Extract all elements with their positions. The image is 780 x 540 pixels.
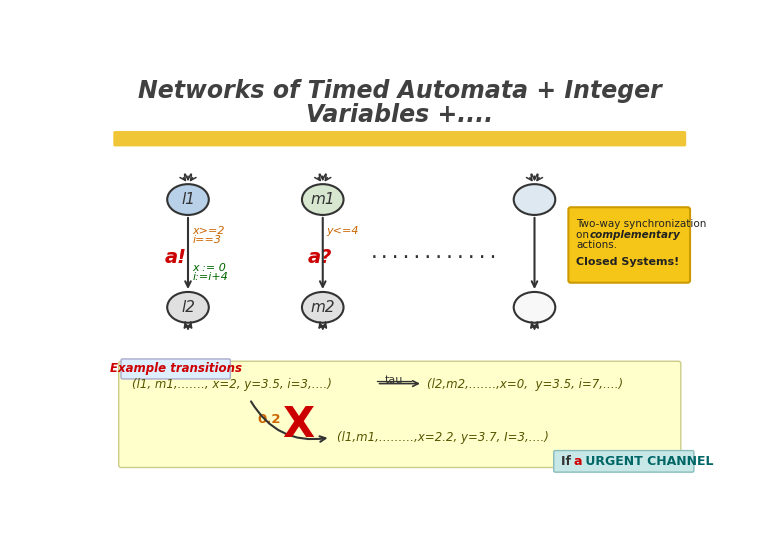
Text: x := 0: x := 0	[193, 262, 226, 273]
Text: Two-way synchronization: Two-way synchronization	[576, 219, 707, 229]
Ellipse shape	[514, 292, 555, 323]
Text: m2: m2	[310, 300, 335, 315]
FancyBboxPatch shape	[569, 207, 690, 283]
Text: URGENT CHANNEL: URGENT CHANNEL	[580, 455, 713, 468]
Ellipse shape	[514, 184, 555, 215]
FancyBboxPatch shape	[554, 450, 694, 472]
Text: Variables +....: Variables +....	[306, 103, 494, 127]
Text: 0.2: 0.2	[257, 413, 281, 426]
Text: X: X	[282, 404, 314, 446]
Text: y<=4: y<=4	[327, 226, 359, 236]
FancyBboxPatch shape	[119, 361, 681, 468]
Text: (l1, m1,……., x=2, y=3.5, i=3,….): (l1, m1,……., x=2, y=3.5, i=3,….)	[132, 378, 332, 391]
FancyBboxPatch shape	[113, 131, 686, 146]
Text: l1: l1	[181, 192, 195, 207]
Text: a!: a!	[165, 248, 187, 267]
Text: tau: tau	[385, 375, 402, 385]
Text: If: If	[562, 455, 576, 468]
Text: x>=2: x>=2	[193, 226, 225, 236]
Text: a?: a?	[307, 248, 332, 267]
Text: Example transitions: Example transitions	[110, 362, 242, 375]
Text: l2: l2	[181, 300, 195, 315]
Ellipse shape	[167, 184, 209, 215]
Ellipse shape	[302, 184, 343, 215]
Text: i:=i+4: i:=i+4	[193, 272, 229, 282]
Text: a: a	[574, 455, 583, 468]
Ellipse shape	[302, 292, 343, 323]
Text: Networks of Timed Automata + Integer: Networks of Timed Automata + Integer	[138, 79, 661, 103]
Text: (l1,m1,………,x=2.2, y=3.7, I=3,….): (l1,m1,………,x=2.2, y=3.7, I=3,….)	[337, 431, 548, 444]
Ellipse shape	[167, 292, 209, 323]
Text: on: on	[576, 230, 592, 240]
Text: complementary: complementary	[590, 230, 681, 240]
Text: actions.: actions.	[576, 240, 617, 251]
Text: ............: ............	[369, 245, 500, 262]
Text: i==3: i==3	[193, 235, 222, 245]
Text: (l2,m2,…….,x=0,  y=3.5, i=7,….): (l2,m2,…….,x=0, y=3.5, i=7,….)	[427, 378, 622, 391]
FancyBboxPatch shape	[121, 359, 230, 379]
Text: Closed Systems!: Closed Systems!	[576, 257, 679, 267]
Text: m1: m1	[310, 192, 335, 207]
